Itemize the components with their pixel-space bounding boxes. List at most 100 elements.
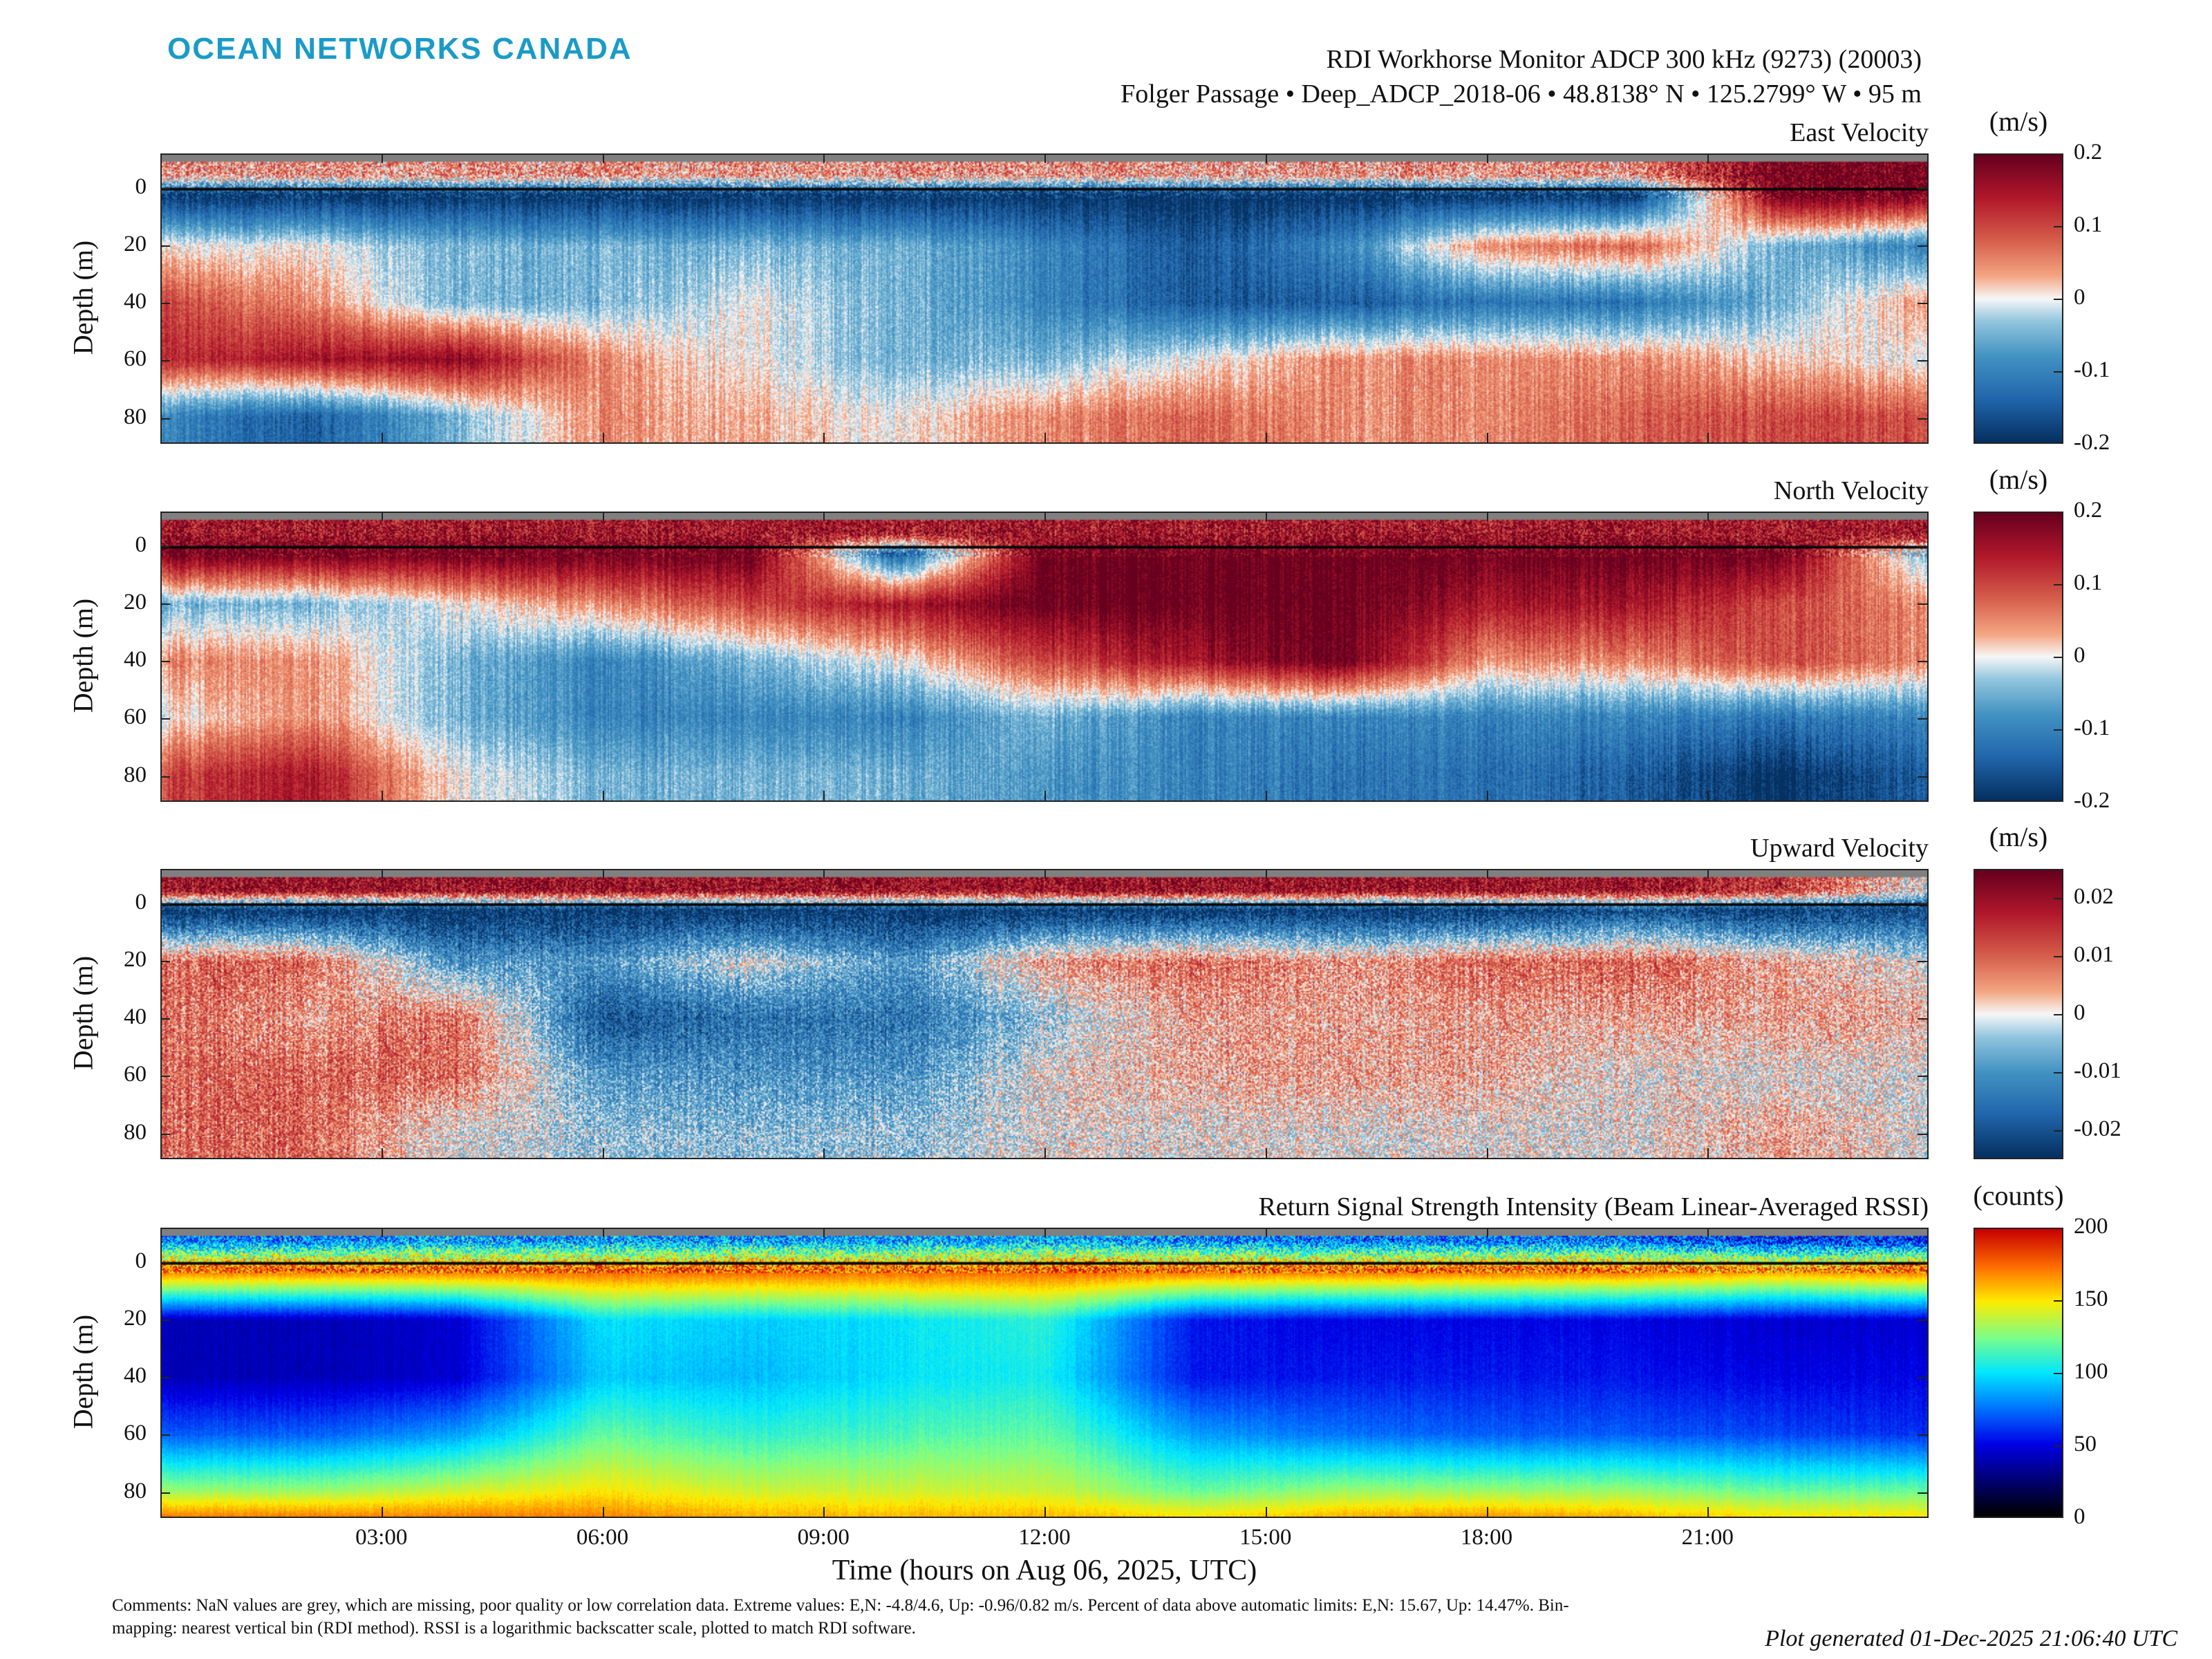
x-tick-mark — [1265, 1228, 1267, 1237]
y-tick-label: 80 — [124, 404, 147, 429]
x-tick-mark — [381, 791, 383, 800]
y-tick-mark — [160, 1434, 170, 1436]
rssi-title: Return Signal Strength Intensity (Beam L… — [1258, 1192, 1929, 1221]
colorbar-unit-label: (m/s) — [1989, 464, 2048, 495]
colorbar-tick-mark — [2054, 1373, 2063, 1374]
y-tick-mark — [1918, 418, 1927, 420]
colorbar-tick-mark — [2054, 800, 2063, 802]
y-tick-mark — [1918, 360, 1927, 362]
colorbar-tick-label: 150 — [2074, 1286, 2108, 1311]
y-tick-mark — [1918, 1018, 1927, 1020]
colorbar-tick-mark — [2054, 371, 2063, 373]
east-velocity-heatmap-canvas — [162, 155, 1927, 442]
y-tick-mark — [1918, 187, 1927, 189]
x-tick-mark — [823, 791, 825, 800]
y-tick-mark — [1918, 1434, 1927, 1436]
rssi-heatmap-canvas — [162, 1229, 1927, 1517]
y-tick-label: 0 — [135, 1248, 147, 1273]
y-tick-label: 0 — [135, 532, 147, 557]
north-velocity-heatmap-canvas — [162, 513, 1927, 800]
y-tick-mark — [1918, 545, 1927, 547]
x-tick-mark — [823, 869, 825, 879]
y-tick-mark — [160, 903, 170, 905]
colorbar-tick-mark — [2054, 898, 2063, 899]
upward-velocity-colorbar — [1974, 869, 2063, 1159]
x-tick-mark — [602, 791, 604, 800]
y-tick-mark — [1918, 1377, 1927, 1379]
x-tick-mark — [1265, 512, 1267, 521]
x-tick-mark — [1486, 512, 1488, 521]
colorbar-unit-label: (m/s) — [1989, 106, 2048, 137]
rssi-colorbar — [1974, 1228, 2063, 1518]
y-tick-mark — [1918, 1133, 1927, 1135]
colorbar-tick-label: 0.2 — [2074, 140, 2103, 165]
y-tick-mark — [1918, 776, 1927, 778]
y-tick-mark — [1918, 245, 1927, 247]
colorbar-tick-mark — [2054, 657, 2063, 658]
ocean-networks-canada-logo: OCEAN NETWORKS CANADA — [167, 32, 632, 66]
x-tick-label: 12:00 — [1018, 1525, 1071, 1550]
colorbar-tick-mark — [2054, 1072, 2063, 1074]
y-tick-mark — [1918, 718, 1927, 720]
x-tick-mark — [1044, 869, 1046, 879]
colorbar-tick-mark — [2054, 1300, 2063, 1302]
x-tick-mark — [1044, 1148, 1046, 1158]
x-tick-mark — [1486, 433, 1488, 442]
colorbar-tick-label: 0.2 — [2074, 498, 2103, 523]
colorbar-tick-label: 0.1 — [2074, 212, 2103, 237]
y-tick-mark — [160, 1076, 170, 1078]
x-tick-mark — [381, 512, 383, 521]
east-velocity-colorbar — [1974, 153, 2063, 444]
colorbar-tick-label: 0 — [2074, 285, 2086, 310]
x-tick-label: 15:00 — [1239, 1525, 1292, 1550]
y-tick-mark — [160, 961, 170, 963]
x-tick-mark — [823, 1148, 825, 1158]
y-tick-label: 40 — [124, 1363, 147, 1389]
x-tick-label: 03:00 — [355, 1525, 408, 1550]
y-tick-label: 60 — [124, 346, 147, 372]
y-tick-mark — [160, 418, 170, 420]
x-tick-label: 06:00 — [576, 1525, 629, 1550]
colorbar-tick-label: 50 — [2074, 1432, 2097, 1456]
colorbar-tick-mark — [2054, 299, 2063, 300]
x-tick-mark — [823, 512, 825, 521]
x-tick-mark — [1044, 791, 1046, 800]
upward-velocity-title: Upward Velocity — [1750, 834, 1929, 863]
y-tick-mark — [160, 303, 170, 305]
east-velocity-heatmap — [160, 153, 1929, 444]
colorbar-tick-label: 0 — [2074, 1000, 2086, 1025]
colorbar-tick-label: -0.02 — [2074, 1116, 2121, 1141]
x-tick-mark — [1486, 153, 1488, 163]
colorbar-tick-label: 100 — [2074, 1359, 2108, 1384]
colorbar-tick-mark — [2054, 1014, 2063, 1015]
x-tick-mark — [1707, 1228, 1709, 1237]
x-tick-mark — [602, 512, 604, 521]
x-tick-mark — [602, 433, 604, 442]
north-velocity-title: North Velocity — [1773, 476, 1929, 505]
colorbar-tick-mark — [2054, 1445, 2063, 1447]
plot-title: RDI Workhorse Monitor ADCP 300 kHz (9273… — [1326, 45, 1922, 74]
colorbar-unit-label: (m/s) — [1989, 821, 2048, 852]
colorbar-tick-label: -0.2 — [2074, 430, 2110, 455]
colorbar-tick-label: 0 — [2074, 1504, 2086, 1529]
x-tick-mark — [1265, 869, 1267, 879]
y-tick-mark — [1918, 303, 1927, 305]
x-tick-mark — [1265, 791, 1267, 800]
x-tick-label: 18:00 — [1460, 1525, 1513, 1550]
colorbar-gradient — [1975, 513, 2062, 800]
y-tick-label: 40 — [124, 647, 147, 673]
rssi-heatmap — [160, 1228, 1929, 1518]
x-tick-mark — [381, 1507, 383, 1517]
y-tick-label: 40 — [124, 1004, 147, 1030]
colorbar-tick-label: 200 — [2074, 1214, 2108, 1239]
x-tick-mark — [1044, 1228, 1046, 1237]
y-tick-mark — [160, 1320, 170, 1322]
y-tick-label: 60 — [124, 704, 147, 730]
y-tick-mark — [1918, 1076, 1927, 1078]
x-tick-mark — [602, 1228, 604, 1237]
east-velocity-title: East Velocity — [1790, 118, 1929, 147]
y-tick-label: 20 — [124, 590, 147, 615]
x-tick-mark — [381, 1228, 383, 1237]
y-tick-mark — [160, 776, 170, 778]
colorbar-tick-label: 0.02 — [2074, 884, 2114, 909]
